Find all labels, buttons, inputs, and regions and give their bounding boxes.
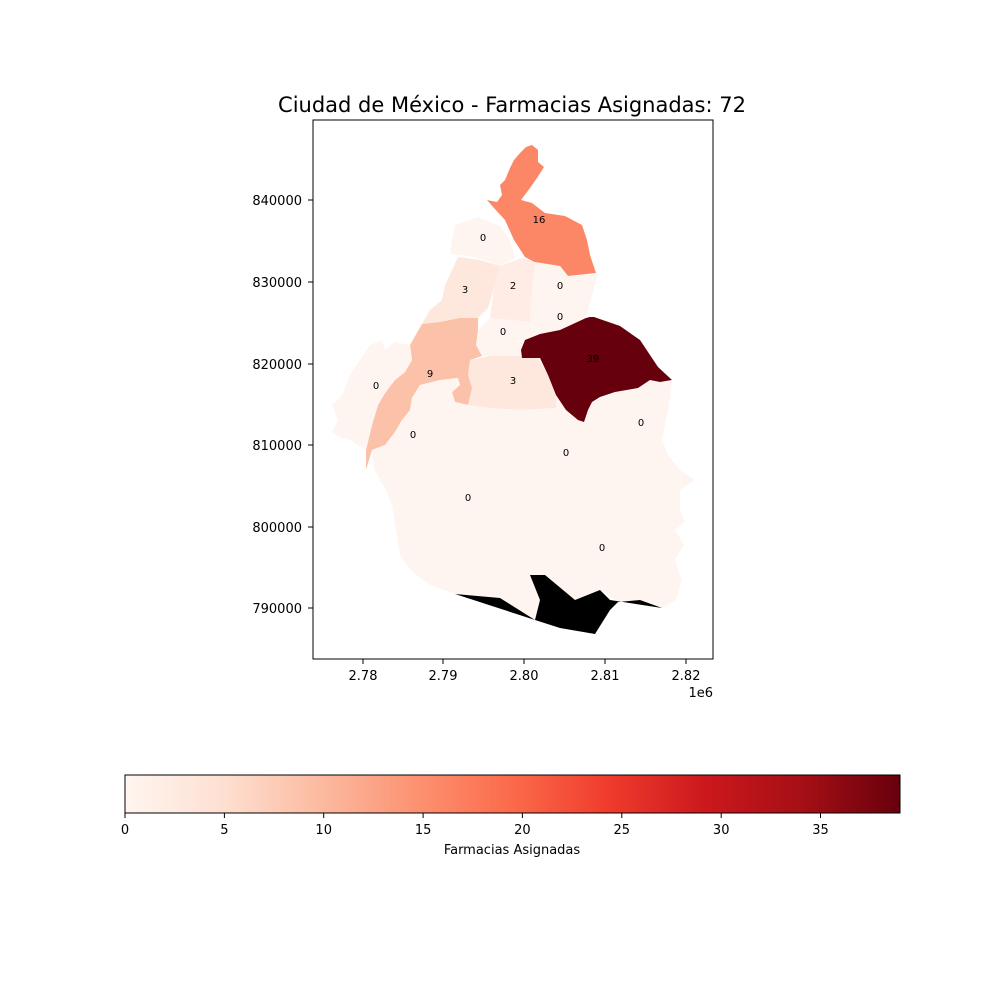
region-value-label: 2 xyxy=(510,281,516,292)
map-region-miguel-hidalgo xyxy=(422,257,500,324)
region-value-label: 3 xyxy=(510,376,516,387)
colorbar-tick-label: 15 xyxy=(415,823,432,838)
region-value-label: 0 xyxy=(500,327,506,338)
region-value-label: 0 xyxy=(557,312,563,323)
y-tick-label: 810000 xyxy=(252,439,302,454)
map-region-milpa-alta xyxy=(455,575,662,634)
region-value-label: 0 xyxy=(563,448,569,459)
map-region-azcapotzalco xyxy=(450,217,515,266)
y-tick-label: 820000 xyxy=(252,358,302,373)
region-value-label: 9 xyxy=(427,369,433,380)
map-region-iztapalapa-north xyxy=(521,317,672,422)
colorbar-tick-label: 0 xyxy=(121,823,129,838)
colorbar-label: Farmacias Asignadas xyxy=(444,843,581,858)
map-region-benito-juarez xyxy=(476,330,522,358)
colorbar: 0 5 10 15 20 25 30 35 Farmacias Asignada… xyxy=(121,774,901,858)
colorbar-tick-label: 35 xyxy=(812,823,829,838)
x-tick-label: 2.79 xyxy=(429,669,458,684)
region-value-label: 16 xyxy=(533,215,546,226)
y-tick-label: 790000 xyxy=(252,602,302,617)
x-tick-label: 2.82 xyxy=(672,669,701,684)
colorbar-tick-label: 25 xyxy=(614,823,631,838)
map-region-coyoacan xyxy=(468,356,556,410)
colorbar-tick-label: 10 xyxy=(315,823,332,838)
colorbar-tick-label: 5 xyxy=(220,823,228,838)
map-region-magdalena-contreras xyxy=(372,378,468,480)
map-regions xyxy=(332,145,695,634)
region-value-label: 0 xyxy=(599,543,605,554)
colorbar-tick-label: 30 xyxy=(713,823,730,838)
chart-title: Ciudad de México - Farmacias Asignadas: … xyxy=(278,93,746,117)
x-tick-label: 2.81 xyxy=(591,669,620,684)
map-region-iztapalapa xyxy=(520,375,672,460)
x-tick-label: 2.78 xyxy=(349,669,378,684)
region-labels: 16 0 3 2 0 0 0 39 9 3 0 0 0 0 0 0 xyxy=(373,215,644,554)
colorbar-tick-label: 20 xyxy=(514,823,531,838)
map-region-tlahuac xyxy=(600,440,695,608)
region-value-label: 0 xyxy=(410,430,416,441)
x-offset-label: 1e6 xyxy=(688,686,713,701)
region-value-label: 0 xyxy=(465,493,471,504)
map-region-cuauhtemoc xyxy=(490,258,535,322)
map-region-venustiano-carranza xyxy=(530,262,598,334)
region-value-label: 0 xyxy=(638,418,644,429)
map-region-tlalpan xyxy=(374,405,560,620)
colorbar-gradient xyxy=(124,774,901,814)
region-value-label: 39 xyxy=(587,354,600,365)
map-region-iztacalco xyxy=(478,318,540,342)
plot-frame xyxy=(312,119,714,660)
region-value-label: 0 xyxy=(373,381,379,392)
map-region-xochimilco xyxy=(520,440,668,600)
y-tick-label: 800000 xyxy=(252,521,302,536)
region-value-label: 0 xyxy=(557,281,563,292)
x-tick-label: 2.80 xyxy=(510,669,539,684)
map-region-gustavo-a-madero xyxy=(487,145,596,276)
y-axis: 790000 800000 810000 820000 830000 84000… xyxy=(252,194,313,617)
region-value-label: 3 xyxy=(462,285,468,296)
y-tick-label: 830000 xyxy=(252,276,302,291)
y-tick-label: 840000 xyxy=(252,194,302,209)
region-value-label: 0 xyxy=(480,233,486,244)
colorbar-ticks: 0 5 10 15 20 25 30 35 xyxy=(121,813,829,838)
map-region-cuajimalpa xyxy=(332,340,412,450)
x-axis: 2.78 2.79 2.80 2.81 2.82 1e6 xyxy=(349,659,713,701)
